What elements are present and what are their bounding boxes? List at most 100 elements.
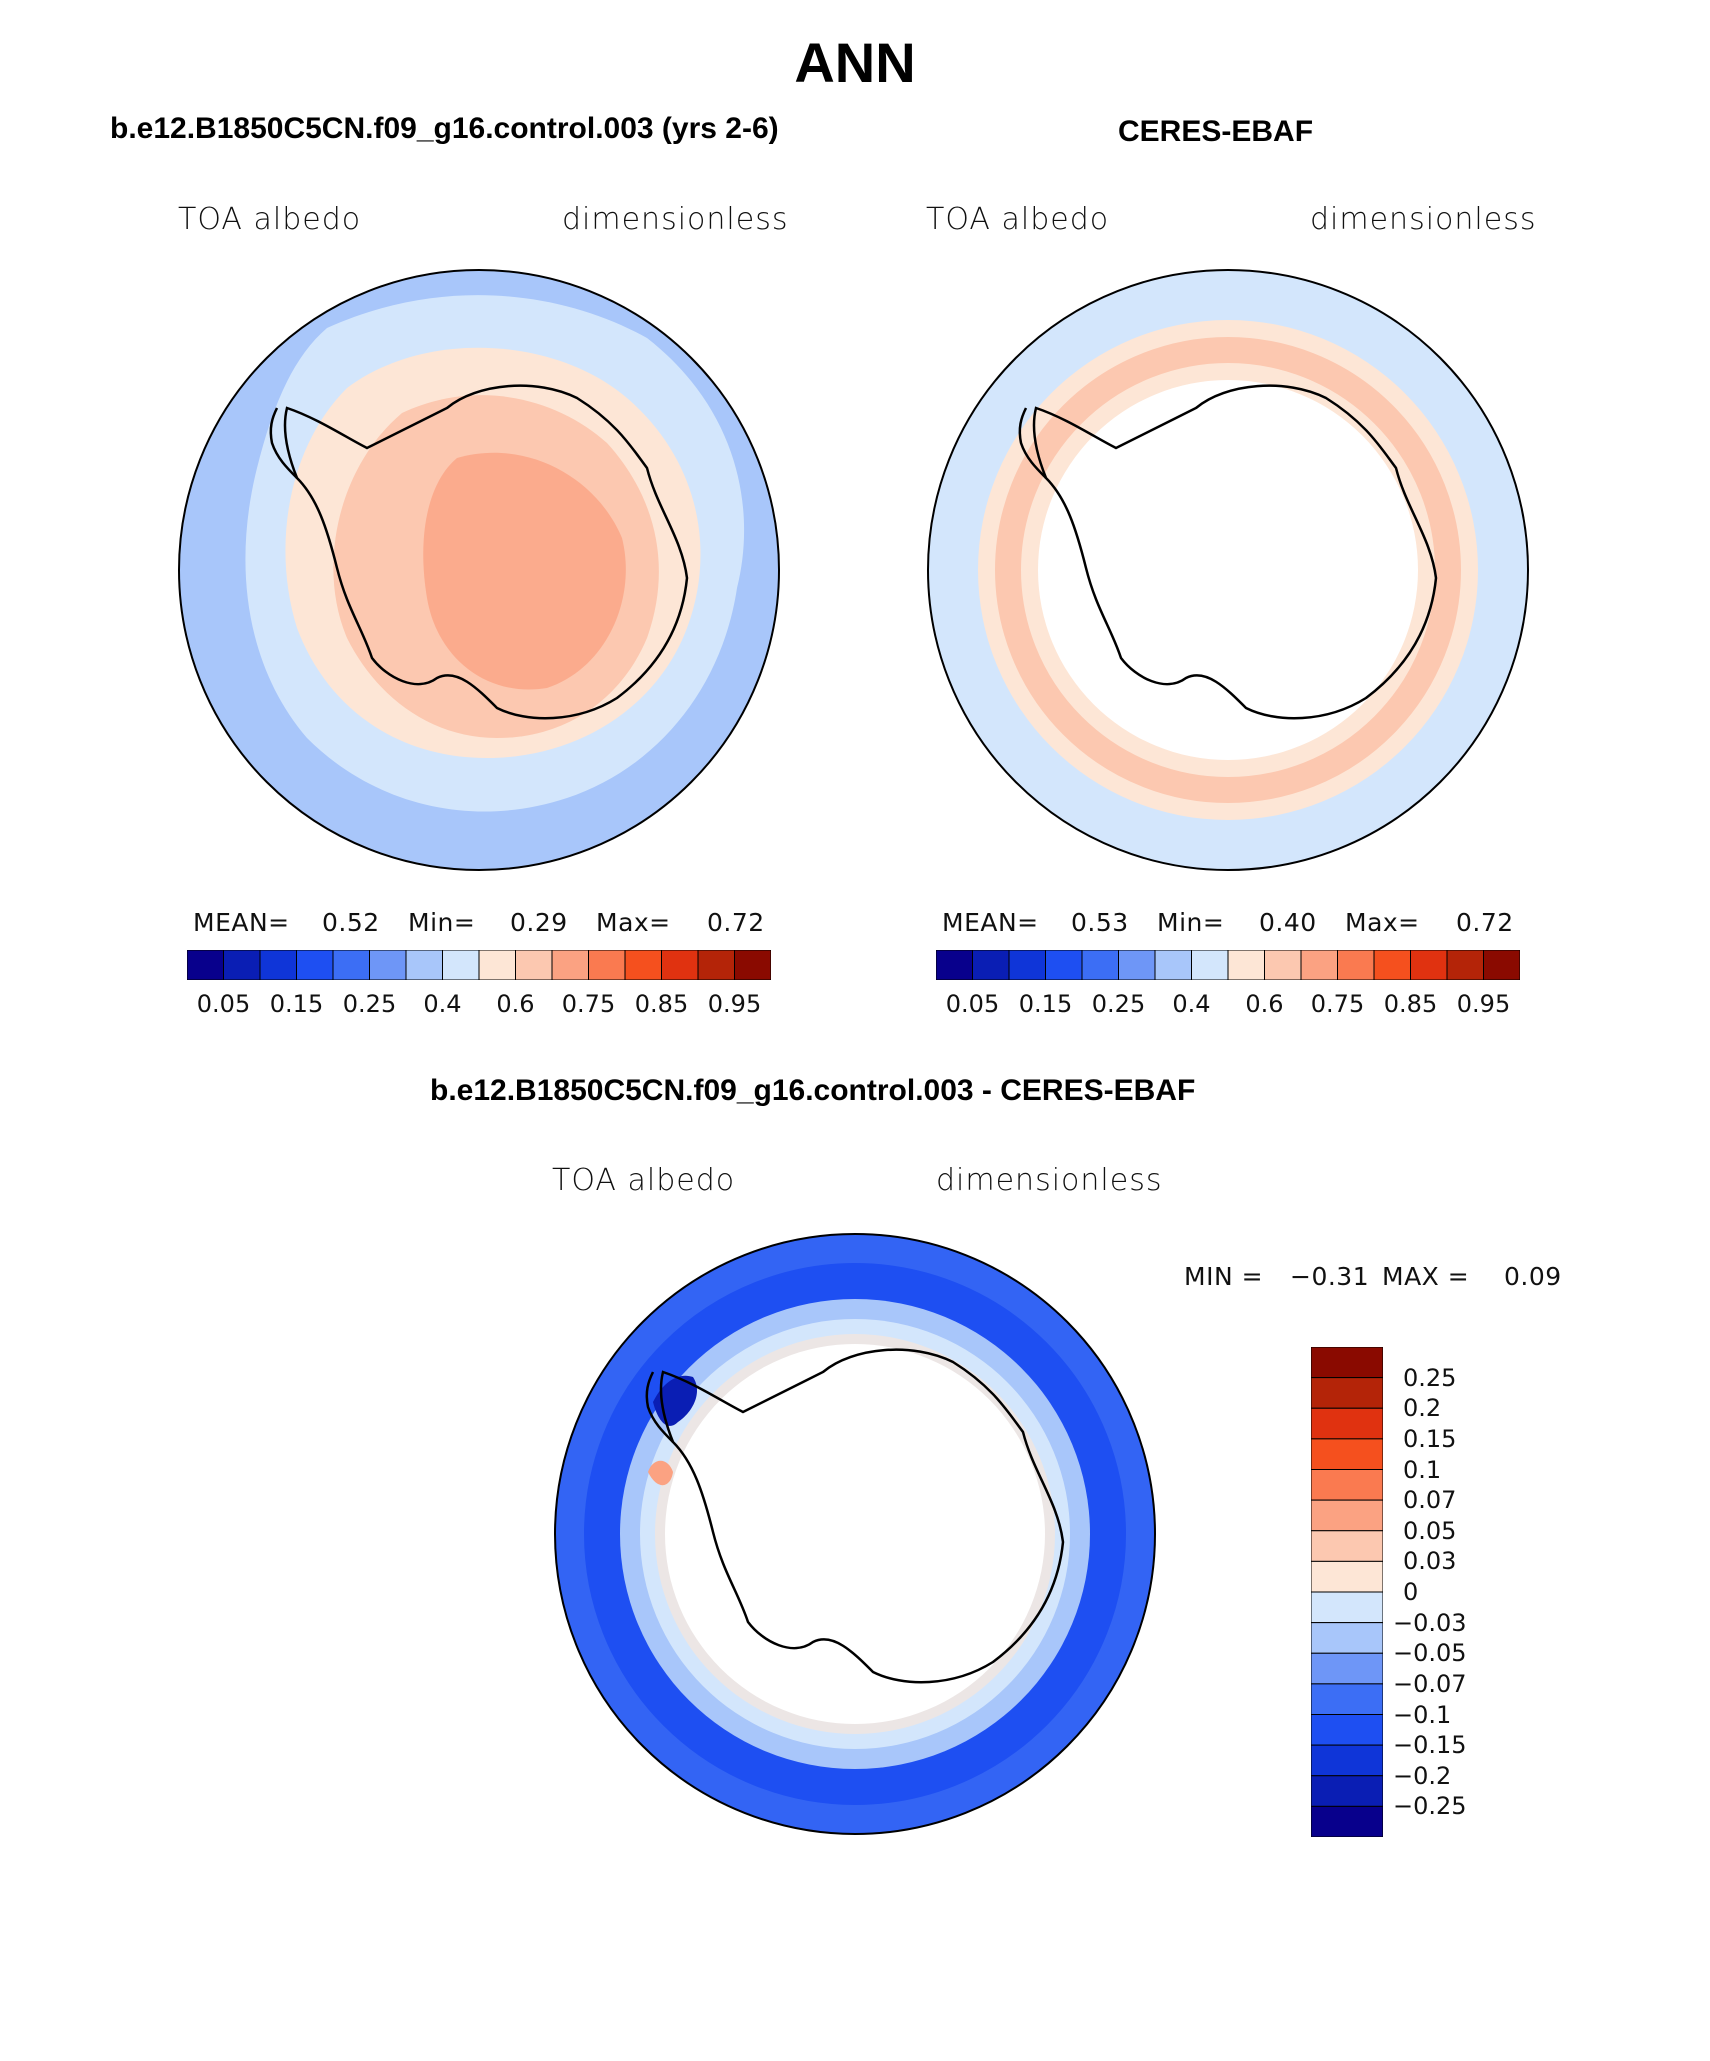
colorbar-box — [1410, 950, 1448, 980]
colorbar-tick-label: 0.15 — [269, 990, 324, 1018]
colorbar-tick-label: −0.1 — [1393, 1700, 1452, 1729]
colorbar-box — [405, 950, 443, 980]
colorbar-box — [442, 950, 480, 980]
diff-variable: TOA albedo — [552, 1163, 736, 1198]
cloud-band-high — [995, 337, 1461, 803]
panel1-min-label: Min= — [408, 908, 476, 937]
antarctica-coastline — [659, 1348, 1065, 1684]
colorbar-tick-label: 0.05 — [945, 990, 1000, 1018]
colorbar-box — [661, 950, 699, 980]
colorbar-tick-label: 0.15 — [1403, 1424, 1457, 1453]
panel1-variable: TOA albedo — [178, 202, 362, 237]
colorbar-box — [1311, 1714, 1383, 1746]
diff-max-label: MAX = — [1382, 1262, 1470, 1291]
diff-colorbar-ticks: 0.25 0.2 0.15 0.1 0.07 0.05 0.03 0 −0.03 −0.05 −0.… — [1393, 1347, 1513, 1837]
panel2-title: CERES-EBAF — [1118, 115, 1314, 148]
panel2-map — [927, 269, 1529, 871]
colorbar-box — [1154, 950, 1192, 980]
colorbar-box — [972, 950, 1010, 980]
colorbar-tick-label: 0.03 — [1403, 1547, 1457, 1576]
colorbar-tick-label: 0.6 — [1245, 990, 1284, 1018]
colorbar-box — [1311, 1683, 1383, 1715]
panel1-units: dimensionless — [562, 202, 789, 237]
colorbar-tick-label: 0.1 — [1403, 1455, 1442, 1484]
colorbar-tick-label: 0.4 — [1172, 990, 1211, 1018]
colorbar-tick-label: −0.25 — [1393, 1792, 1467, 1821]
colorbar-box — [697, 950, 735, 980]
colorbar-box — [1227, 950, 1265, 980]
panel1-title: b.e12.B1850C5CN.f09_g16.control.003 (yrs… — [110, 112, 779, 145]
panel1-max-label: Max= — [596, 908, 671, 937]
colorbar-tick-label: 0.05 — [1403, 1516, 1457, 1545]
colorbar-tick-label: 0.25 — [1403, 1363, 1457, 1392]
colorbar-box — [1264, 950, 1302, 980]
diff-min-value: −0.31 — [1290, 1262, 1370, 1291]
colorbar-tick-label: −0.03 — [1393, 1608, 1467, 1637]
colorbar-box — [1373, 950, 1411, 980]
peninsula-coastline — [269, 407, 298, 479]
panel1-mean-label: MEAN= — [193, 908, 290, 937]
colorbar-box — [515, 950, 553, 980]
colorbar-tick-label: 0.15 — [1018, 990, 1073, 1018]
panel2-colorbar — [936, 950, 1520, 980]
colorbar-box — [369, 950, 407, 980]
colorbar-box — [1311, 1652, 1383, 1685]
colorbar-box — [1300, 950, 1338, 980]
colorbar-tick-label: −0.05 — [1393, 1639, 1467, 1668]
positive-diff-patch — [648, 1460, 673, 1486]
missing-data-region — [1038, 380, 1418, 760]
colorbar-box — [1311, 1805, 1383, 1837]
colorbar-box — [1311, 1744, 1383, 1777]
colorbar-box — [1311, 1530, 1383, 1562]
colorbar-tick-label: 0.85 — [1383, 990, 1438, 1018]
colorbar-box — [1081, 950, 1119, 980]
colorbar-tick-label: 0.25 — [342, 990, 397, 1018]
colorbar-tick-label: 0.2 — [1403, 1394, 1442, 1423]
panel1-max-value: 0.72 — [707, 908, 765, 937]
peninsula-coastline — [645, 1371, 674, 1443]
colorbar-box — [1311, 1560, 1383, 1593]
diff-colorbar — [1311, 1347, 1383, 1837]
diff-map — [554, 1233, 1156, 1835]
panel2-variable: TOA albedo — [926, 202, 1110, 237]
colorbar-tick-label: 0.05 — [196, 990, 251, 1018]
colorbar-tick-label: 0.95 — [707, 990, 762, 1018]
colorbar-box — [478, 950, 516, 980]
panel1-min-value: 0.29 — [510, 908, 568, 937]
panel1-colorbar — [187, 950, 771, 980]
colorbar-tick-label: 0 — [1403, 1578, 1419, 1606]
colorbar-box — [1311, 1591, 1383, 1624]
colorbar-box — [551, 950, 589, 980]
missing-data-region — [665, 1344, 1045, 1724]
colorbar-tick-label: 0.6 — [496, 990, 535, 1018]
colorbar-box — [259, 950, 297, 980]
colorbar-tick-label: 0.07 — [1403, 1486, 1457, 1515]
panel2-max-value: 0.72 — [1456, 908, 1514, 937]
panel2-mean-label: MEAN= — [942, 908, 1039, 937]
colorbar-tick-label: 0.95 — [1456, 990, 1511, 1018]
colorbar-tick-label: 0.75 — [1310, 990, 1365, 1018]
panel1-mean-value: 0.52 — [322, 908, 380, 937]
colorbar-box — [1311, 1377, 1383, 1409]
colorbar-box — [1008, 950, 1046, 980]
colorbar-tick-label: −0.2 — [1393, 1761, 1452, 1790]
plateau-max-albedo — [423, 452, 626, 690]
panel2-max-label: Max= — [1345, 908, 1420, 937]
diff-max-value: 0.09 — [1504, 1262, 1562, 1291]
map-boundary — [178, 269, 780, 871]
colorbar-box — [1311, 1347, 1383, 1379]
colorbar-box — [588, 950, 626, 980]
antarctica-coastline — [283, 384, 689, 720]
panel2-min-value: 0.40 — [1259, 908, 1317, 937]
diff-min-label: MIN = — [1184, 1262, 1264, 1291]
colorbar-box — [1311, 1775, 1383, 1807]
panel2-min-label: Min= — [1157, 908, 1225, 937]
colorbar-box — [1311, 1622, 1383, 1654]
colorbar-tick-label: −0.07 — [1393, 1669, 1467, 1698]
colorbar-tick-label: 0.85 — [634, 990, 689, 1018]
peninsula-coastline — [1018, 407, 1047, 479]
negative-diff-band — [556, 1235, 1154, 1833]
diff-units: dimensionless — [936, 1163, 1163, 1198]
map-boundary — [554, 1233, 1156, 1835]
panel1-colorbar-ticks: 0.05 0.15 0.25 0.4 0.6 0.75 0.85 0.95 — [187, 990, 771, 1020]
